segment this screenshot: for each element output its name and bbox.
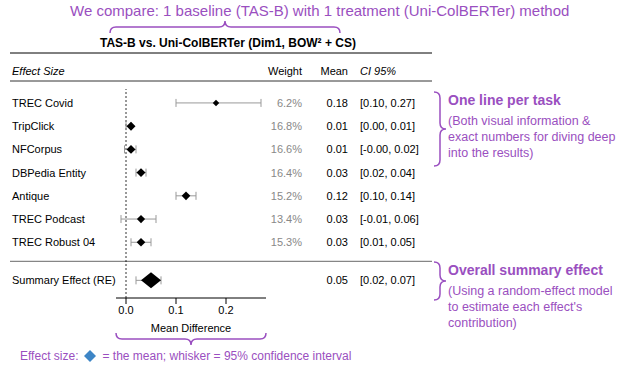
html-text:[0.10, 0.14]: [0.10, 0.14] bbox=[360, 189, 415, 202]
html-text:TAS-B vs. Uni-ColBERTer (Dim1,: TAS-B vs. Uni-ColBERTer (Dim1, BOW² + CS… bbox=[100, 36, 356, 50]
svg-text:0.2: 0.2 bbox=[218, 304, 233, 316]
html-text:into the results): into the results) bbox=[448, 146, 534, 160]
html-text:[0.00, 0.01]: [0.00, 0.01] bbox=[360, 120, 415, 133]
html-text:We compare: 1 baseline (TAS-B): We compare: 1 baseline (TAS-B) with 1 tr… bbox=[70, 2, 570, 19]
html-text:contribution): contribution) bbox=[448, 316, 517, 330]
html-text:Overall summary effect: Overall summary effect bbox=[448, 262, 603, 278]
html-text:16.4%: 16.4% bbox=[270, 166, 302, 179]
html-text:[0.02, 0.04]: [0.02, 0.04] bbox=[360, 166, 415, 179]
html-text:0.12: 0.12 bbox=[326, 189, 348, 202]
html-text:0.03: 0.03 bbox=[326, 213, 348, 225]
html-text:NFCorpus: NFCorpus bbox=[12, 143, 63, 156]
svg-text:Mean Difference: Mean Difference bbox=[151, 322, 232, 334]
html-text:DBPedia Entity: DBPedia Entity bbox=[12, 166, 86, 179]
html-text:Effect size:: Effect size: bbox=[20, 349, 79, 363]
html-text:to estimate each effect's: to estimate each effect's bbox=[448, 300, 583, 314]
html-text:Effect Size: Effect Size bbox=[12, 65, 65, 77]
html-text:[0.01, 0.05]: [0.01, 0.05] bbox=[360, 236, 415, 249]
html-text:0.18: 0.18 bbox=[326, 96, 348, 109]
html-text:0.03: 0.03 bbox=[326, 166, 348, 179]
html-text:= the mean; whisker = 95% conf: = the mean; whisker = 95% confidence int… bbox=[102, 349, 352, 363]
html-text:[-0.01, 0.06]: [-0.01, 0.06] bbox=[360, 213, 419, 225]
html-text:6.2%: 6.2% bbox=[276, 96, 302, 109]
html-text:16.8%: 16.8% bbox=[270, 120, 302, 133]
svg-text:0.1: 0.1 bbox=[168, 304, 183, 316]
html-text:exact numbers for diving deep: exact numbers for diving deep bbox=[448, 130, 616, 144]
html-text:(Both visual information &: (Both visual information & bbox=[448, 114, 591, 128]
html-text:[0.10, 0.27]: [0.10, 0.27] bbox=[360, 96, 415, 109]
html-text:15.3%: 15.3% bbox=[270, 236, 302, 249]
html-text:[0.02, 0.07]: [0.02, 0.07] bbox=[360, 274, 415, 287]
html-text:TripClick: TripClick bbox=[12, 120, 55, 133]
html-text:One line per task: One line per task bbox=[448, 92, 561, 108]
html-text:0.05: 0.05 bbox=[326, 274, 348, 287]
html-text:Antique: Antique bbox=[12, 189, 50, 202]
html-text:0.01: 0.01 bbox=[326, 120, 348, 133]
html-text:16.6%: 16.6% bbox=[270, 143, 302, 156]
html-text:TREC Podcast: TREC Podcast bbox=[12, 213, 85, 225]
html-text:CI 95%: CI 95% bbox=[360, 65, 397, 77]
html-text:TREC Robust 04: TREC Robust 04 bbox=[12, 236, 96, 249]
html-text:[-0.00, 0.02]: [-0.00, 0.02] bbox=[360, 143, 419, 156]
html-text:Summary Effect (RE): Summary Effect (RE) bbox=[12, 274, 116, 287]
html-text:13.4%: 13.4% bbox=[270, 213, 302, 225]
html-text:Weight: Weight bbox=[268, 65, 302, 77]
html-text:TREC Covid: TREC Covid bbox=[12, 96, 74, 109]
html-text:(Using a random-effect model: (Using a random-effect model bbox=[448, 284, 613, 298]
html-text:15.2%: 15.2% bbox=[270, 189, 302, 202]
html-text:0.01: 0.01 bbox=[326, 143, 348, 156]
svg-text:0.0: 0.0 bbox=[118, 304, 133, 316]
html-text:Mean: Mean bbox=[320, 65, 348, 77]
html-text:0.03: 0.03 bbox=[326, 236, 348, 249]
